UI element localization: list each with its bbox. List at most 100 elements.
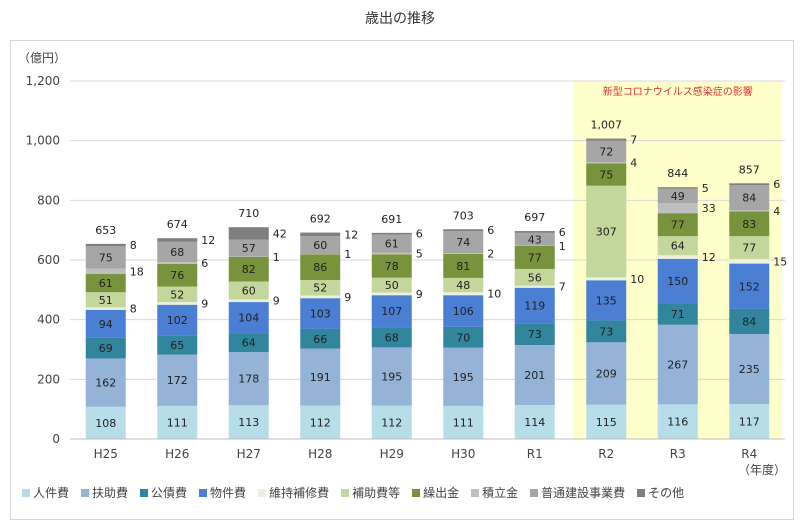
y-tick-label: 200 [37, 372, 60, 386]
data-label: 152 [739, 280, 760, 293]
data-label: 60 [313, 239, 327, 252]
bar-segment [514, 404, 555, 439]
bar-segment [85, 406, 126, 439]
x-axis-label: （年度） [738, 462, 786, 477]
bar-segment [157, 263, 198, 287]
bar-segment [729, 185, 770, 211]
data-label: 51 [99, 294, 113, 307]
bar-segment [729, 236, 770, 260]
bar-segment [157, 241, 198, 263]
legend-label: 公債費 [151, 486, 188, 500]
legend-item: 繰出金 [412, 484, 459, 501]
x-tick-label: H29 [380, 447, 404, 461]
bar-segment [228, 352, 269, 406]
bar-segment [85, 243, 126, 247]
bar-segment [443, 229, 484, 232]
legend-item: 物件費 [199, 484, 246, 501]
x-tick-label: H26 [165, 447, 189, 461]
legend-swatch [412, 488, 421, 497]
bar-segment [657, 187, 698, 189]
bar-segment [228, 257, 269, 282]
data-label: 107 [381, 305, 402, 318]
legend-item: 補助費等 [341, 484, 400, 501]
bar-segment [157, 238, 198, 242]
bar-segment [300, 348, 341, 406]
data-label: 77 [671, 219, 685, 232]
bar-segment [85, 246, 126, 269]
legend-item: 普通建設事業費 [530, 484, 625, 501]
bar-segment [228, 299, 269, 303]
data-label: 78 [385, 260, 399, 273]
bar-segment [85, 309, 126, 338]
data-label: 195 [381, 370, 402, 383]
bar-segment [85, 358, 126, 407]
data-label: 112 [381, 416, 402, 429]
data-label: 209 [596, 368, 617, 381]
y-tick-label: 0 [52, 432, 60, 446]
data-label: 6 [773, 178, 780, 191]
bar-segment [371, 234, 412, 253]
bar-segment [586, 342, 627, 405]
bar-segment [300, 232, 341, 237]
data-label: 70 [456, 331, 470, 344]
data-label: 135 [596, 294, 617, 307]
bar-segment [443, 326, 484, 348]
bar-segment [443, 253, 484, 278]
bar-segment [586, 163, 627, 186]
data-label: 12 [702, 251, 716, 264]
total-label: 1,007 [591, 119, 623, 132]
data-label: 75 [99, 251, 113, 264]
total-label: 844 [667, 167, 688, 180]
bar-segment [729, 263, 770, 309]
data-label: 61 [385, 238, 399, 251]
legend-swatch [258, 488, 267, 497]
x-tick-label: H28 [308, 447, 332, 461]
legend-item: 維持補修費 [258, 484, 329, 501]
data-label: 75 [599, 169, 613, 182]
data-label: 8 [130, 239, 137, 252]
data-label: 10 [487, 288, 501, 301]
data-label: 1 [559, 240, 566, 253]
total-label: 692 [310, 213, 331, 226]
legend-label: 人件費 [33, 486, 70, 500]
legend-label: 維持補修費 [269, 486, 330, 500]
data-label: 9 [344, 291, 351, 304]
chart-title: 歳出の推移 [365, 11, 435, 27]
data-label: 65 [170, 339, 184, 352]
data-label: 82 [242, 263, 256, 276]
data-label: 10 [630, 273, 644, 286]
data-label: 104 [238, 312, 259, 325]
legend-label: 扶助費 [92, 486, 129, 500]
data-label: 6 [416, 228, 423, 241]
bar-segment [228, 227, 269, 240]
data-label: 86 [313, 261, 327, 274]
bar-segment [729, 211, 770, 237]
total-label: 703 [453, 209, 474, 222]
data-label: 113 [238, 416, 259, 429]
bar-segment [657, 258, 698, 304]
bar-segment [586, 138, 627, 141]
bar-segment [514, 268, 555, 286]
legend: 人件費 扶助費 公債費 物件費 維持補修費 補助費等 繰出金 積立金 普通建設事業費 その他 [22, 484, 684, 501]
bar-segment [514, 232, 555, 246]
bar-segment [443, 253, 484, 254]
annotation-label: 新型コロナウイルス感染症の影響 [603, 85, 753, 98]
x-tick-label: R1 [527, 447, 543, 461]
data-label: 15 [773, 255, 787, 268]
legend-swatch [22, 488, 30, 497]
data-label: 4 [630, 157, 637, 170]
legend-label: 積立金 [482, 486, 519, 500]
bar-segment [443, 405, 484, 439]
data-label: 119 [524, 299, 545, 312]
data-label: 8 [130, 303, 137, 316]
bar-segment [371, 327, 412, 348]
data-label: 68 [170, 246, 184, 259]
bar-segment [228, 239, 269, 257]
data-label: 4 [773, 205, 780, 218]
bar-segment [157, 286, 198, 303]
data-label: 103 [310, 308, 331, 321]
data-label: 83 [742, 218, 756, 231]
data-label: 52 [313, 282, 327, 295]
data-label: 73 [528, 328, 542, 341]
